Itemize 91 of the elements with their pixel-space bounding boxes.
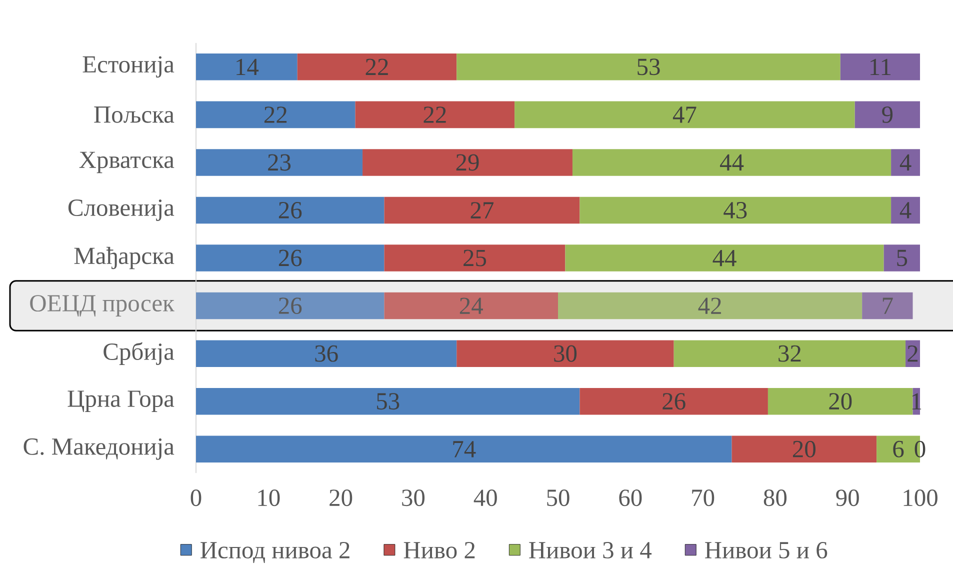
y-tick-label: Хрватска [79, 152, 174, 174]
data-label: 26 [278, 202, 302, 218]
data-label: 26 [278, 250, 302, 266]
bar [854, 101, 920, 128]
data-label: 4 [900, 154, 912, 171]
bar [384, 244, 566, 272]
y-tick-label: С. Македонија [24, 438, 174, 460]
data-label: 20 [829, 393, 852, 410]
y-tick-label: Пољска [94, 106, 174, 123]
data-label: 11 [870, 58, 891, 75]
data-label: 29 [456, 154, 479, 171]
bar [456, 54, 840, 80]
bar [840, 54, 920, 80]
bar [768, 388, 913, 415]
data-label: 25 [464, 250, 486, 266]
legend-label: Нивои 3 и 4 [529, 542, 652, 558]
y-tick-label: Естонија [82, 56, 174, 78]
x-tick-label: 70 [692, 490, 714, 506]
data-label: 9 [882, 106, 893, 123]
bar [580, 196, 892, 224]
y-tick-label: ОЕЦД просек [30, 295, 174, 317]
x-tick-label: 90 [836, 490, 859, 506]
data-label: 36 [315, 345, 338, 362]
data-label: 24 [460, 298, 483, 314]
bar [355, 101, 515, 128]
y-tick-label: Црна Гора [68, 390, 174, 412]
data-label: 53 [377, 393, 400, 410]
bar [196, 436, 732, 462]
data-label: 5 [897, 250, 908, 266]
bar [456, 340, 674, 367]
bar [384, 196, 580, 224]
x-tick-label: 50 [547, 490, 570, 506]
data-label: 53 [638, 58, 660, 76]
data-label: 22 [264, 106, 287, 123]
bar [732, 436, 877, 462]
y-tick-label: Србија [104, 342, 174, 365]
legend-label: Нивои 5 и 6 [705, 542, 828, 558]
bar [558, 292, 862, 320]
legend-label: Ниво 2 [404, 542, 475, 558]
bar [565, 244, 884, 272]
bar [362, 149, 572, 176]
data-label: 6 [893, 440, 904, 458]
bar [514, 101, 855, 128]
data-label: 27 [470, 202, 494, 218]
bar [891, 196, 920, 224]
legend-label: Испод нивоа 2 [200, 542, 350, 563]
data-label: 74 [453, 441, 476, 458]
data-label: 26 [278, 298, 302, 314]
bar [674, 340, 906, 367]
x-tick-label: 20 [330, 490, 352, 506]
bar [297, 54, 457, 80]
y-tick-label: Мађарска [74, 246, 174, 270]
bar [196, 388, 580, 415]
bar [891, 149, 920, 176]
bar [384, 292, 558, 320]
data-label: 7 [882, 298, 893, 314]
data-label: 22 [424, 106, 446, 123]
x-tick-label: 60 [619, 490, 642, 506]
data-label: 2 [908, 345, 918, 362]
bar [862, 292, 913, 320]
data-label: 20 [792, 440, 816, 458]
x-tick-label: 80 [764, 490, 787, 506]
data-label: 0 [914, 440, 926, 458]
x-tick-label: 40 [474, 490, 497, 506]
x-tick-label: 100 [904, 490, 938, 506]
data-label: 47 [672, 106, 696, 123]
bar [572, 149, 892, 176]
bar [884, 244, 920, 272]
data-label: 42 [698, 298, 721, 314]
data-label: 23 [268, 154, 291, 171]
bar [196, 54, 298, 80]
bar [196, 340, 457, 367]
x-tick-label: 30 [402, 490, 425, 506]
bar [196, 101, 356, 128]
data-label: 44 [720, 154, 744, 171]
data-label: 32 [778, 345, 801, 362]
bar [196, 244, 384, 272]
x-tick-label: 10 [258, 490, 280, 506]
data-label: 44 [712, 250, 736, 266]
bar [580, 388, 768, 415]
data-label: 43 [724, 202, 747, 218]
y-tick-label: Словенија [68, 200, 174, 221]
data-label: 22 [366, 58, 388, 76]
bar [196, 149, 363, 176]
data-label: 14 [236, 58, 259, 75]
bar [196, 196, 384, 224]
data-label: 4 [900, 202, 912, 218]
data-label: 26 [662, 393, 686, 410]
bar [196, 292, 384, 320]
data-label: 30 [554, 345, 577, 362]
x-tick-label: 0 [190, 490, 202, 506]
